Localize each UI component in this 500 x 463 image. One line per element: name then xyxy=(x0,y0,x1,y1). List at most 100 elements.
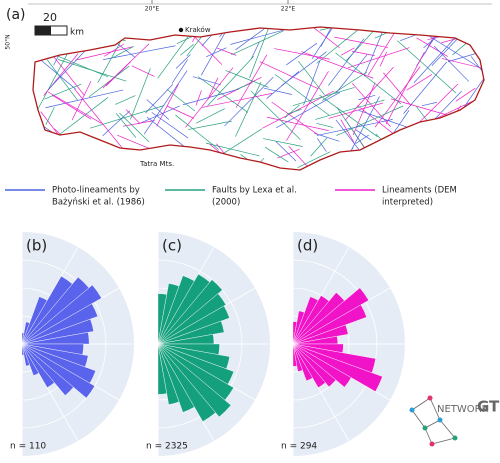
lineament xyxy=(79,133,129,170)
lineament xyxy=(235,82,253,91)
legend-label: Photo-lineaments by xyxy=(52,186,140,196)
lineament xyxy=(448,45,484,62)
lineament xyxy=(355,129,372,141)
lineament xyxy=(297,151,331,168)
lineament xyxy=(180,44,194,56)
lineament xyxy=(447,119,484,150)
city-dot xyxy=(178,27,184,33)
rose-diagrams: (b) n = 110 (c) n = 2325 (d) n = 294 xyxy=(10,232,405,456)
lineament xyxy=(313,164,377,170)
lineament xyxy=(328,102,384,119)
lineament xyxy=(336,105,404,136)
lineament xyxy=(432,90,462,122)
lineament xyxy=(311,27,340,49)
lineament xyxy=(205,142,260,157)
lineament xyxy=(34,43,73,116)
lineament xyxy=(374,27,407,39)
lineament xyxy=(335,54,368,94)
lineament xyxy=(131,65,155,77)
lineament xyxy=(451,134,484,150)
lineament xyxy=(416,37,448,57)
rose-petal xyxy=(21,284,102,345)
lineament xyxy=(33,147,62,164)
lineament xyxy=(250,41,260,60)
rose-petal xyxy=(157,343,180,405)
lineament xyxy=(365,145,382,157)
lineament xyxy=(434,143,478,154)
lineament xyxy=(311,27,344,59)
rose-petal xyxy=(292,343,326,388)
lineament xyxy=(395,156,418,163)
region-outline xyxy=(32,26,485,171)
lineament xyxy=(249,27,274,79)
lineament xyxy=(452,27,484,56)
lineament xyxy=(156,83,179,127)
lineament xyxy=(55,137,95,149)
lineament xyxy=(379,51,387,67)
lineament xyxy=(231,30,284,56)
lineament xyxy=(395,133,406,150)
rose-petal xyxy=(21,343,40,376)
lineament xyxy=(335,52,402,105)
lineament xyxy=(224,76,274,127)
lineament xyxy=(431,27,476,66)
lineament xyxy=(317,138,327,152)
lineament xyxy=(455,87,476,102)
rose-petal xyxy=(157,293,227,345)
lineament xyxy=(286,71,329,141)
rose-petal xyxy=(21,318,94,345)
lineament xyxy=(138,105,180,125)
lineament xyxy=(340,47,355,56)
lineament xyxy=(383,149,392,169)
lineament xyxy=(276,92,341,129)
lineament xyxy=(197,76,249,113)
lineament xyxy=(209,144,265,170)
lineament xyxy=(485,91,500,133)
lineament xyxy=(472,131,484,151)
lineament xyxy=(274,74,330,116)
lineament xyxy=(145,84,173,114)
lineament xyxy=(182,88,239,106)
lineament xyxy=(390,98,464,121)
lineament xyxy=(454,119,484,142)
legend: Photo-lineaments by Bażyński et al. (1986… xyxy=(5,186,457,208)
lineament xyxy=(286,42,318,66)
lineament xyxy=(266,116,329,131)
sample-count: n = 2325 xyxy=(146,442,188,452)
lineament xyxy=(166,88,196,112)
lineament xyxy=(303,60,321,106)
lineament xyxy=(263,87,292,95)
lineament xyxy=(374,66,421,128)
rose-petal xyxy=(292,343,313,382)
panel-label: (c) xyxy=(162,237,182,255)
lineament xyxy=(427,126,451,148)
lat-label: 50°N xyxy=(5,34,12,49)
panel-label: (a) xyxy=(6,7,26,23)
logo-text: NETWORK xyxy=(437,404,489,415)
lineament xyxy=(428,147,467,170)
legend-label: interpreted) xyxy=(382,198,433,208)
lineament xyxy=(408,162,451,170)
lineament xyxy=(104,151,157,170)
lineament xyxy=(42,139,63,152)
logo xyxy=(409,395,458,447)
lineament xyxy=(288,145,340,170)
rose-petal xyxy=(21,343,25,356)
lineament xyxy=(454,3,463,26)
city-label: Kraków xyxy=(185,26,211,34)
sample-count: n = 294 xyxy=(281,442,317,452)
lineament xyxy=(74,88,126,152)
rose-petal xyxy=(21,343,74,396)
lineament xyxy=(426,86,484,124)
lineament xyxy=(369,110,410,169)
rose-petal xyxy=(21,343,55,388)
lineament xyxy=(462,27,484,35)
lineament xyxy=(401,151,456,170)
lineament xyxy=(264,146,289,163)
lineament xyxy=(104,43,125,57)
lineament xyxy=(87,34,101,49)
lineament xyxy=(385,51,425,125)
lineament xyxy=(463,130,484,170)
lineament xyxy=(472,98,484,146)
